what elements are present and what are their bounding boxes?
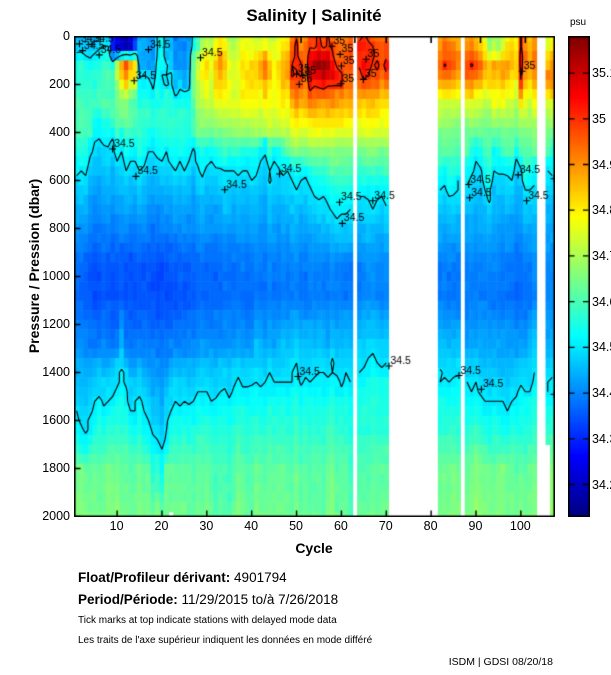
x-tick-label-70: 70: [378, 519, 393, 533]
x-tick-label-100: 100: [509, 519, 531, 533]
x-tick-label-30: 30: [199, 519, 214, 533]
colorbar-tick-label-34.6: 34.6: [592, 294, 611, 309]
x-tick-label-20: 20: [154, 519, 169, 533]
salinity-heatmap: [74, 36, 555, 517]
x-tick-label-90: 90: [468, 519, 483, 533]
credit-line: ISDM | GDSI 08/20/18: [448, 656, 553, 668]
delayed-mode-note-en: Tick marks at top indicate stations with…: [78, 615, 337, 626]
x-tick-label-80: 80: [423, 519, 438, 533]
float-id-value: 4901794: [234, 570, 287, 585]
colorbar-tick-label-34.4: 34.4: [592, 386, 611, 401]
y-tick-label-400: 400: [49, 125, 70, 139]
colorbar-tick-label-35.1: 35.1: [592, 66, 611, 81]
y-tick-label-1800: 1800: [42, 461, 70, 475]
y-tick-label-1400: 1400: [42, 365, 70, 379]
y-tick-label-1600: 1600: [42, 413, 70, 427]
colorbar-tick-label-34.2: 34.2: [592, 477, 611, 492]
float-id-line: Float/Profileur dérivant: 4901794: [78, 567, 578, 589]
x-tick-label-40: 40: [244, 519, 259, 533]
x-axis-label: Cycle: [295, 540, 333, 556]
colorbar-tick-label-34.7: 34.7: [592, 248, 611, 263]
y-tick-label-200: 200: [49, 77, 70, 91]
x-tick-label-10: 10: [109, 519, 124, 533]
colorbar-tick-label-34.9: 34.9: [592, 157, 611, 172]
colorbar-title: psu: [569, 17, 587, 28]
x-tick-label-60: 60: [333, 519, 348, 533]
period-value: 11/29/2015 to/à 7/26/2018: [181, 592, 339, 607]
colorbar-tick-label-34.8: 34.8: [592, 203, 611, 218]
footer-info: Float/Profileur dérivant: 4901794 Period…: [78, 567, 578, 611]
plot-title: Salinity | Salinité: [246, 6, 382, 25]
y-tick-label-1000: 1000: [42, 269, 70, 283]
y-tick-label-600: 600: [49, 173, 70, 187]
colorbar: [568, 36, 590, 517]
delayed-mode-note-fr: Les traits de l'axe supérieur indiquent …: [78, 635, 373, 646]
colorbar-tick-label-34.5: 34.5: [592, 340, 611, 355]
y-tick-label-0: 0: [63, 29, 70, 43]
y-tick-label-2000: 2000: [42, 509, 70, 523]
period-line: Period/Période: 11/29/2015 to/à 7/26/201…: [78, 589, 578, 611]
colorbar-tick-label-35: 35: [592, 111, 606, 126]
float-id-label: Float/Profileur dérivant:: [78, 570, 231, 585]
period-label: Period/Période:: [78, 592, 178, 607]
x-tick-label-50: 50: [289, 519, 303, 533]
y-tick-label-800: 800: [49, 221, 70, 235]
y-tick-label-1200: 1200: [42, 317, 70, 331]
colorbar-tick-label-34.3: 34.3: [592, 431, 611, 446]
